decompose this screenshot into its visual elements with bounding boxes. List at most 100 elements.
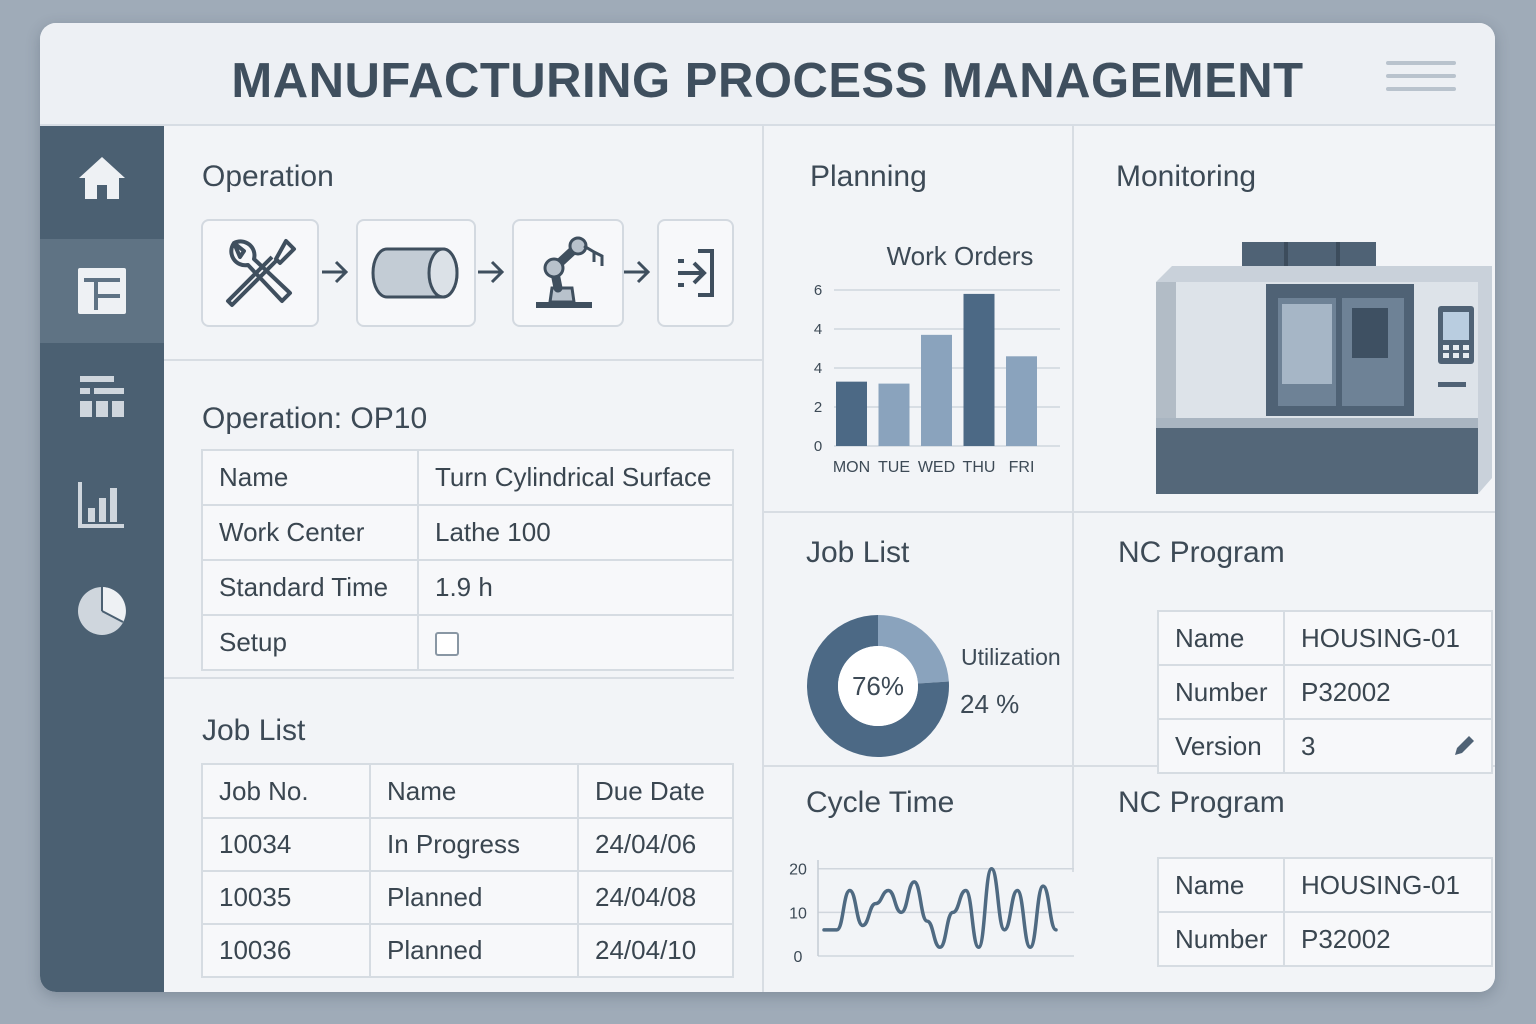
nav-layout[interactable] <box>40 239 164 343</box>
nc-program-2-title: NC Program <box>1118 786 1285 819</box>
x-tick-label: THU <box>963 459 996 476</box>
job-due-cell: 24/04/06 <box>577 817 734 872</box>
home-icon <box>79 157 125 199</box>
utilization-section-title: Job List <box>806 536 910 569</box>
y-tick-label: 2 <box>814 399 822 416</box>
robot-arm-icon <box>536 236 604 308</box>
donut-slice <box>807 615 949 757</box>
job-due-cell: 24/04/08 <box>577 870 734 925</box>
layout-icon <box>78 268 126 314</box>
nc-program-title: NC Program <box>1118 536 1285 569</box>
job-due-cell: 24/04/10 <box>577 923 734 978</box>
nc2-number-value: P32002 <box>1283 911 1493 967</box>
job-no-cell: 10034 <box>201 817 371 872</box>
process-step-tools[interactable] <box>201 219 319 327</box>
bar <box>1006 356 1037 446</box>
op-work-center-value: Lathe 100 <box>417 504 734 561</box>
donut-slice <box>878 615 949 684</box>
process-step-cylinder[interactable] <box>356 219 476 327</box>
op-standard-time-label: Standard Time <box>201 559 419 616</box>
exit-icon <box>677 249 714 297</box>
planning-title: Planning <box>810 160 927 193</box>
nc-version-label: Version <box>1157 718 1285 774</box>
utilization-remainder: 24 % <box>960 689 1020 719</box>
edit-pencil-icon[interactable] <box>1451 733 1477 759</box>
hamburger-menu-icon[interactable] <box>1386 61 1456 91</box>
nav-grid[interactable] <box>40 346 164 450</box>
job-list-title: Job List <box>202 714 306 747</box>
chart-title: Work Orders <box>887 246 1034 271</box>
arrow-right-icon <box>322 260 349 284</box>
op-standard-time-value: 1.9 h <box>417 559 734 616</box>
cycle-time-title: Cycle Time <box>806 786 955 819</box>
bar <box>878 383 910 446</box>
header: MANUFACTURING PROCESS MANAGEMENT <box>40 23 1495 126</box>
cycle-time-chart: 0 10 20 <box>789 860 1074 966</box>
y-tick-label: 20 <box>789 862 807 879</box>
x-tick-label: FRI <box>1009 459 1035 476</box>
y-tick-label: 0 <box>814 438 822 455</box>
x-tick-label: WED <box>918 459 955 476</box>
y-tick-label: 6 <box>814 282 822 299</box>
app-window: MANUFACTURING PROCESS MANAGEMENT <box>40 23 1495 992</box>
nc-version-cell: 3 <box>1283 718 1493 774</box>
cylinder-icon <box>371 247 459 299</box>
x-tick-label: TUE <box>878 459 910 476</box>
donut-hole <box>838 646 918 726</box>
table-row[interactable]: 10035 Planned 24/04/08 <box>201 870 734 925</box>
op-name-label: Name <box>201 449 419 506</box>
donut-center-label: 76% <box>852 671 904 701</box>
op-work-center-label: Work Center <box>201 504 419 561</box>
job-name-cell: In Progress <box>369 817 579 872</box>
arrow-right-icon <box>624 260 651 284</box>
cnc-machine-image <box>1156 242 1492 494</box>
nc-name-value: HOUSING-01 <box>1283 610 1493 666</box>
nc2-name-label: Name <box>1157 857 1285 913</box>
job-no-cell: 10036 <box>201 923 371 978</box>
tools-icon <box>226 239 296 307</box>
process-step-exit[interactable] <box>657 219 734 327</box>
operation-title: Operation <box>202 160 334 193</box>
bar <box>963 293 995 446</box>
nc-number-label: Number <box>1157 664 1285 720</box>
nav-bar-chart[interactable] <box>40 452 164 556</box>
nav-pie-chart[interactable] <box>40 559 164 663</box>
job-no-header: Job No. <box>201 763 371 819</box>
arrow-right-icon <box>478 260 505 284</box>
monitoring-title: Monitoring <box>1116 160 1257 193</box>
table-row[interactable]: 10034 In Progress 24/04/06 <box>201 817 734 872</box>
op-setup-cell <box>417 614 734 671</box>
sidebar <box>40 126 164 992</box>
job-name-cell: Planned <box>369 923 579 978</box>
nc-program-table: Name HOUSING-01 Number P32002 Version 3 <box>1157 610 1493 774</box>
op-setup-label: Setup <box>201 614 419 671</box>
bar <box>921 334 952 446</box>
nc-name-label: Name <box>1157 610 1285 666</box>
process-step-robot[interactable] <box>512 219 624 327</box>
nc-program-2-table: Name HOUSING-01 Number P32002 <box>1157 857 1493 967</box>
job-list-table: Job No. Name Due Date 10034 In Progress … <box>201 763 734 978</box>
job-due-header: Due Date <box>577 763 734 819</box>
setup-checkbox[interactable] <box>435 632 459 657</box>
pie-chart-icon <box>78 587 126 635</box>
y-tick-label: 10 <box>789 905 807 922</box>
y-tick-label: 4 <box>814 360 822 377</box>
job-no-cell: 10035 <box>201 870 371 925</box>
nc-version-value: 3 <box>1301 730 1316 761</box>
utilization-label: Utilization <box>961 644 1061 670</box>
nc2-number-label: Number <box>1157 911 1285 967</box>
y-tick-label: 4 <box>814 321 822 338</box>
main-content: Operation <box>164 126 1495 992</box>
op-details-title: Operation: OP10 <box>202 402 428 435</box>
y-tick-label: 0 <box>794 949 803 966</box>
operation-details-table: Name Turn Cylindrical Surface Work Center… <box>201 449 734 671</box>
nav-home[interactable] <box>40 126 164 230</box>
op-name-value: Turn Cylindrical Surface <box>417 449 734 506</box>
x-tick-label: MON <box>833 459 870 476</box>
job-name-cell: Planned <box>369 870 579 925</box>
utilization-donut: 76% <box>807 615 949 757</box>
bar <box>836 381 867 446</box>
bar-chart-icon <box>78 482 124 528</box>
table-row[interactable]: 10036 Planned 24/04/10 <box>201 923 734 978</box>
grid-icon <box>80 376 124 417</box>
